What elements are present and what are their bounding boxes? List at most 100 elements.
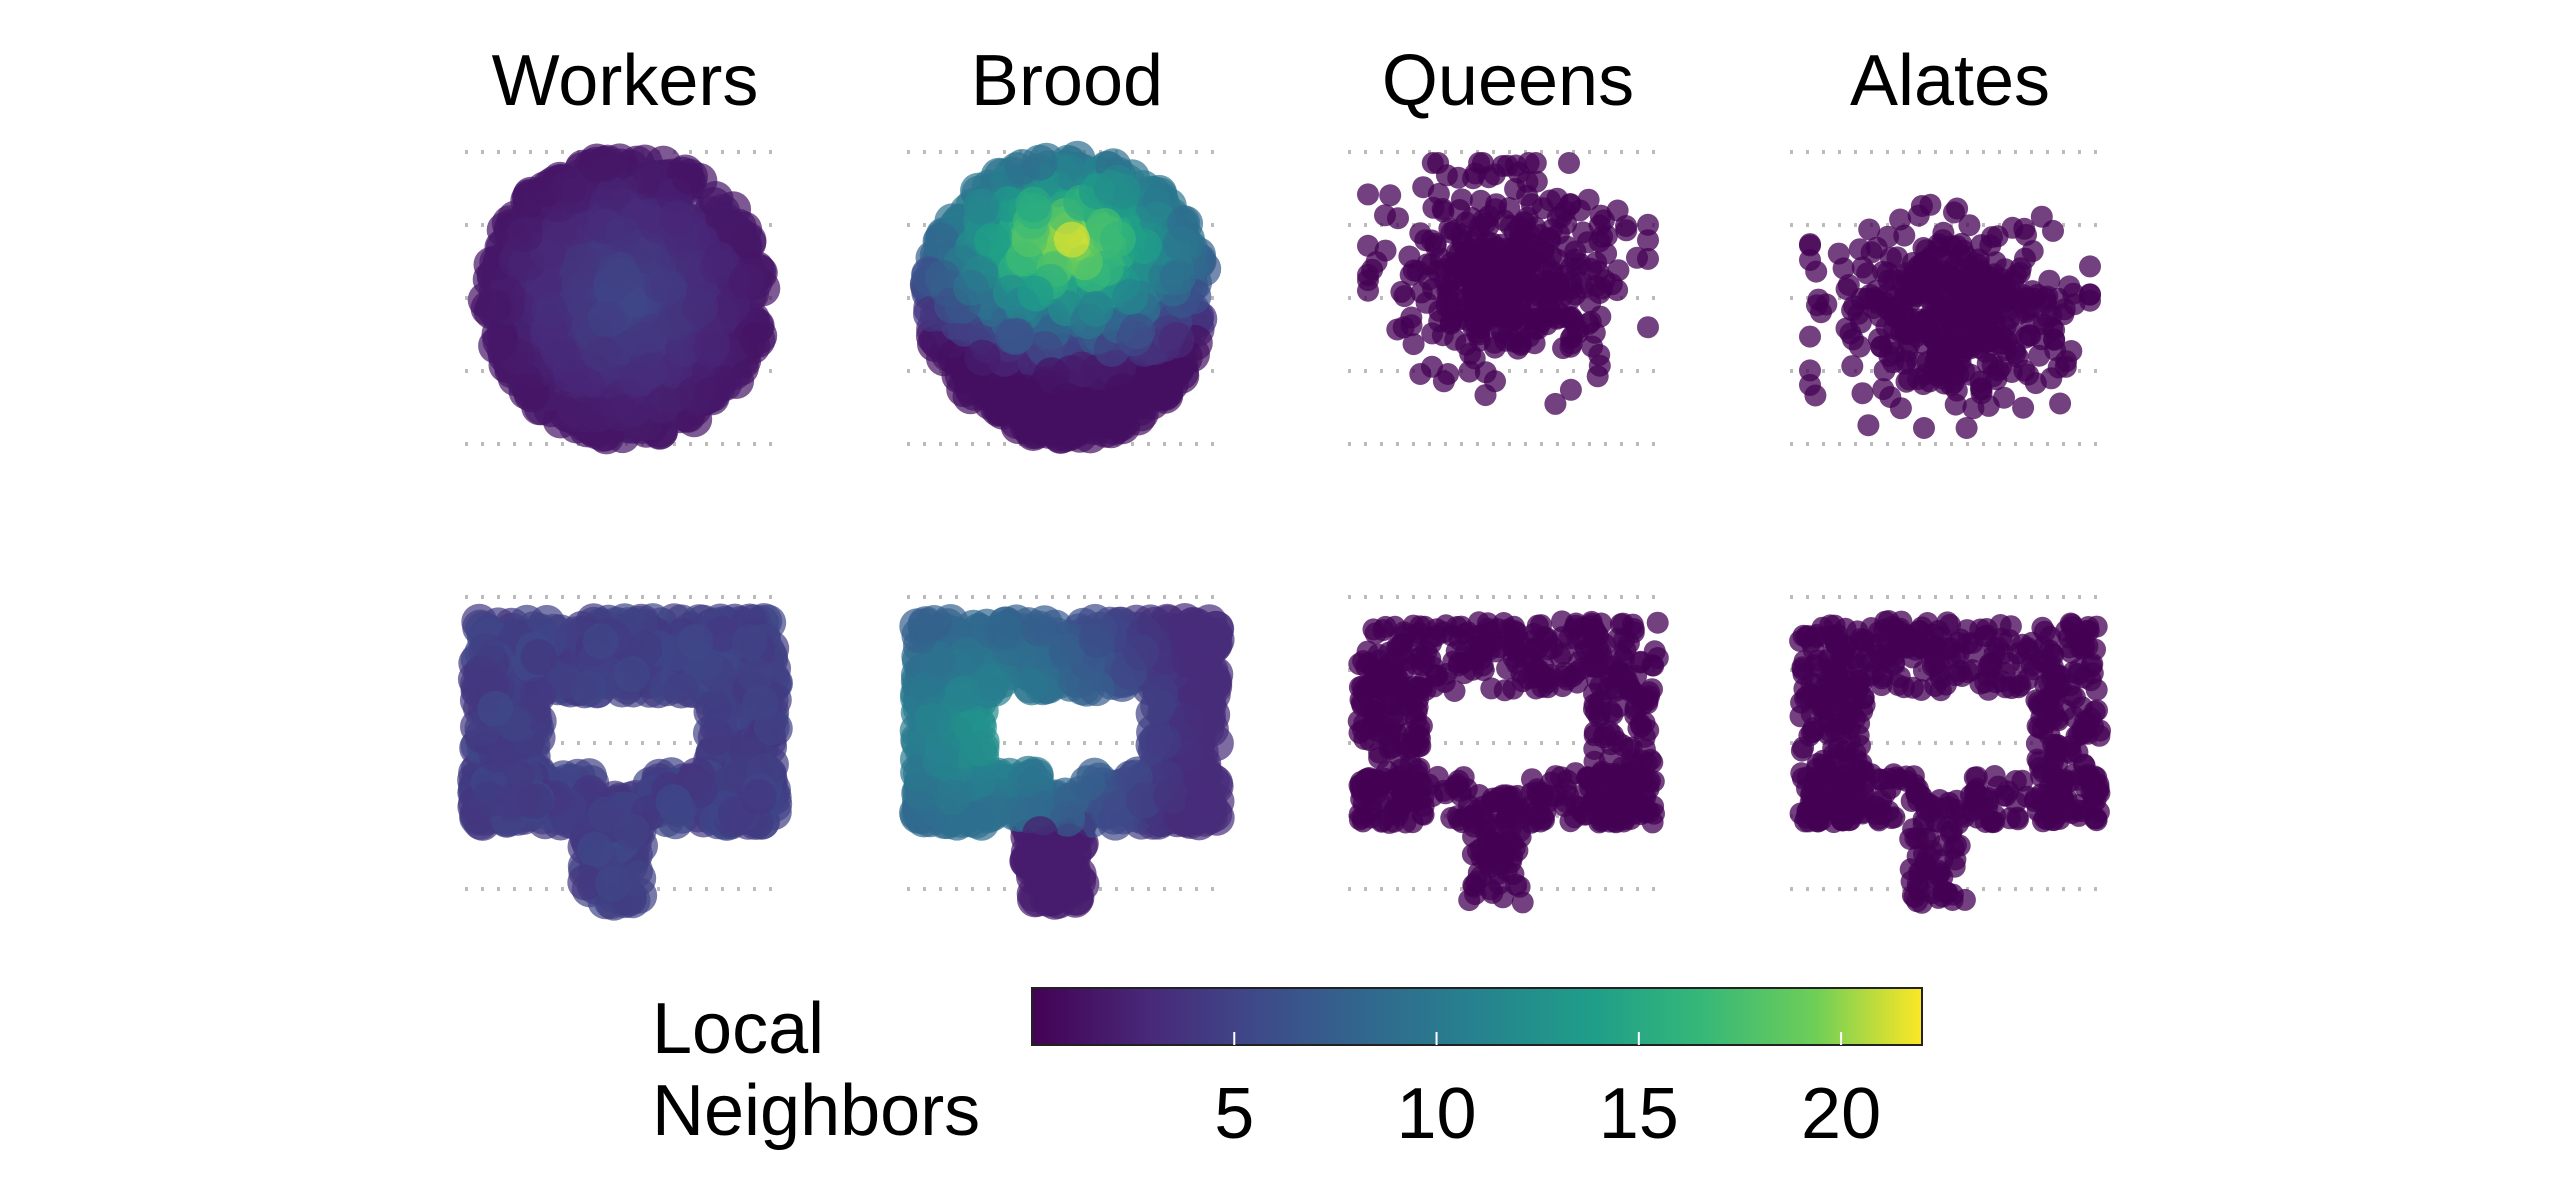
scatter-point — [1938, 350, 1960, 372]
scatter-point — [944, 675, 981, 712]
scatter-point — [2079, 255, 2101, 278]
scatter-point — [1876, 261, 1899, 284]
scatter-point — [1564, 248, 1587, 271]
scatter-point — [1049, 415, 1086, 452]
scatter-point — [1850, 287, 1873, 310]
scatter-point — [1913, 417, 1935, 439]
scatter-point — [694, 325, 731, 362]
scatter-point — [1972, 269, 1994, 292]
scatter-point — [531, 292, 568, 328]
scatter-point — [1394, 811, 1417, 834]
scatter-point — [1400, 314, 1423, 337]
scatter-point — [1145, 723, 1182, 760]
scatter-point — [551, 168, 588, 205]
scatter-point — [1357, 183, 1379, 206]
scatter-point — [1913, 251, 1936, 274]
scatter-point — [998, 317, 1035, 354]
scatter-point — [1944, 393, 1967, 416]
scatter-point — [604, 257, 641, 294]
panel-workers-circle — [467, 143, 781, 455]
scatter-point — [1465, 321, 1488, 344]
scatter-point — [1837, 274, 1860, 296]
scatter-point — [1077, 290, 1114, 327]
scatter-point — [2030, 205, 2053, 228]
scatter-panels — [457, 140, 2111, 921]
scatter-point — [508, 373, 545, 410]
scatter-point — [577, 831, 614, 868]
scatter-point — [1981, 226, 2003, 249]
scatter-point — [1895, 349, 1918, 372]
scatter-point — [1012, 667, 1049, 704]
scatter-point — [566, 396, 603, 433]
scatter-point — [613, 656, 650, 693]
scatter-point — [1535, 269, 1558, 292]
column-titles: Workers Brood Queens Alates — [492, 41, 2050, 121]
column-title-workers: Workers — [492, 41, 759, 121]
scatter-point — [585, 336, 622, 373]
scatter-point — [1586, 365, 1609, 388]
scatter-point — [1140, 687, 1177, 724]
scatter-point — [1123, 634, 1160, 671]
scatter-point — [1159, 259, 1196, 296]
scatter-point — [1450, 188, 1473, 211]
scatter-point — [1946, 197, 1969, 220]
scatter-point — [1889, 397, 1912, 420]
scatter-point — [519, 677, 556, 714]
scatter-point — [1517, 152, 1540, 174]
scatter-point — [1637, 229, 1659, 252]
scatter-point — [1912, 332, 1935, 355]
scatter-point — [953, 269, 990, 306]
scatter-point — [974, 223, 1010, 260]
scatter-point — [1588, 214, 1611, 237]
scatter-point — [1424, 232, 1447, 255]
scatter-point — [1637, 213, 1659, 236]
scatter-point — [547, 663, 584, 700]
scatter-point — [1585, 251, 1608, 274]
scatter-point — [1357, 263, 1379, 286]
scatter-point — [563, 243, 600, 280]
scatter-point — [936, 339, 973, 376]
scatter-point — [567, 864, 604, 901]
scatter-point — [1525, 170, 1548, 193]
scatter-point — [1421, 322, 1444, 345]
scatter-point — [1877, 225, 1899, 248]
scatter-point — [704, 194, 741, 231]
scatter-point — [964, 339, 1001, 376]
scatter-point — [1932, 221, 1955, 244]
scatter-point — [478, 736, 515, 773]
scatter-point — [1637, 316, 1659, 339]
scatter-point — [1184, 783, 1221, 820]
scatter-point — [1112, 278, 1149, 315]
scatter-point — [1496, 657, 1519, 680]
scatter-point — [1544, 392, 1567, 415]
scatter-point — [1463, 347, 1486, 370]
scatter-point — [1468, 246, 1491, 269]
scatter-point — [1049, 382, 1086, 419]
scatter-point — [1588, 343, 1611, 366]
scatter-point — [1496, 154, 1519, 177]
scatter-point — [2049, 392, 2072, 415]
scatter-point — [731, 624, 768, 661]
scatter-point — [1975, 330, 1998, 353]
scatter-point — [1908, 308, 1931, 331]
scatter-point — [1799, 325, 1821, 348]
scatter-point — [1958, 214, 1981, 237]
scatter-point — [475, 288, 512, 325]
scatter-point — [1126, 782, 1162, 819]
scatter-point — [1857, 414, 1880, 437]
scatter-point — [1139, 201, 1176, 238]
scatter-point — [740, 779, 777, 816]
panel-queens-tunnel — [1347, 610, 1669, 914]
scatter-point — [1558, 152, 1580, 174]
scatter-point — [632, 352, 669, 389]
scatter-point — [1453, 298, 1475, 321]
scatter-point — [2036, 285, 2059, 308]
scatter-point — [1119, 313, 1156, 350]
scatter-point — [1875, 316, 1898, 339]
column-title-queens: Queens — [1382, 41, 1634, 121]
scatter-point — [1841, 355, 1864, 378]
scatter-point — [1439, 312, 1462, 335]
scatter-point — [1851, 256, 1874, 279]
scatter-point — [1006, 374, 1043, 411]
